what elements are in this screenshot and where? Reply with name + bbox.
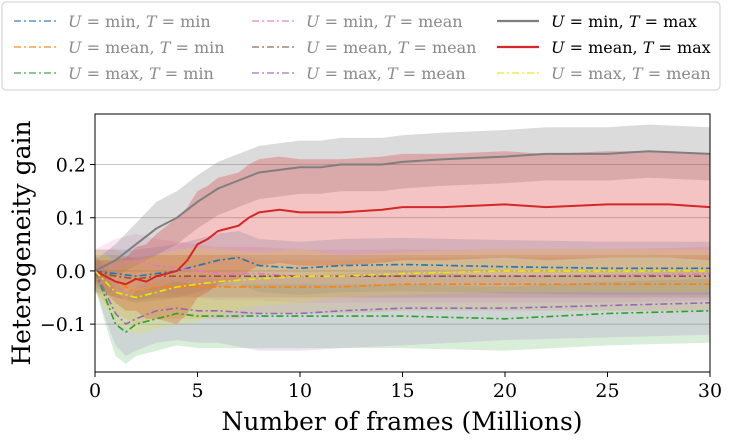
x-tick-label-5: 25 [595, 380, 619, 402]
x-tick-label-1: 5 [191, 380, 203, 402]
x-tick-label-4: 20 [493, 380, 517, 402]
band-6-u-min-t-max [95, 124, 710, 282]
legend-label-4: U = mean, T = mean [306, 38, 476, 57]
series-line-1-u-mean-t-min [95, 270, 710, 294]
legend-frame [1, 1, 721, 91]
band-4-u-mean-t-mean [95, 255, 710, 301]
x-axis: 0 5 10 15 20 25 30 [89, 372, 722, 402]
legend: U = min, T = min U = mean, T = min U = max… [1, 1, 721, 91]
legend-entry-7: U = mean, T = max [497, 38, 711, 57]
series-line-6-u-min-t-max [95, 150, 710, 272]
band-7-u-mean-t-max [95, 151, 710, 325]
legend-label-7: U = mean, T = max [551, 38, 711, 57]
legend-entry-5: U = max, T = mean [252, 64, 466, 83]
legend-entry-6: U = min, T = max [497, 12, 697, 31]
x-tick-label-3: 15 [390, 380, 414, 402]
y-axis: −0.1 0.0 0.1 0.2 [40, 155, 95, 336]
y-tick-label-2: 0.1 [56, 208, 86, 230]
series-line-7-u-mean-t-max [95, 203, 710, 286]
legend-label-2: U = max, T = min [68, 64, 214, 83]
confidence-bands [95, 124, 710, 364]
series-line-0-u-min-t-min [95, 256, 710, 278]
y-tick-label-0: −0.1 [40, 314, 86, 336]
legend-label-1: U = mean, T = min [68, 38, 225, 57]
legend-label-3: U = min, T = mean [306, 12, 463, 31]
y-tick-label-3: 0.2 [56, 155, 86, 177]
legend-label-6: U = min, T = max [551, 12, 697, 31]
x-tick-label-0: 0 [89, 380, 101, 402]
legend-entry-8: U = max, T = mean [497, 64, 711, 83]
band-3-u-min-t-mean [95, 233, 710, 303]
y-tick-label-1: 0.0 [56, 261, 86, 283]
series-lines [95, 150, 710, 334]
x-tick-label-6: 30 [698, 380, 722, 402]
legend-entry-2: U = max, T = min [14, 64, 214, 83]
legend-entry-3: U = min, T = mean [252, 12, 463, 31]
legend-label-8: U = max, T = mean [551, 64, 711, 83]
x-axis-label: Number of frames (Millions) [221, 407, 582, 436]
y-axis-label: Heterogeneity gain [7, 120, 36, 365]
series-line-2-u-max-t-min [95, 270, 710, 334]
legend-entry-4: U = mean, T = mean [252, 38, 476, 57]
x-tick-label-2: 10 [288, 380, 312, 402]
band-2-u-max-t-min [95, 255, 710, 364]
series-line-3-u-min-t-mean [95, 259, 710, 278]
legend-entry-0: U = min, T = min [14, 12, 211, 31]
legend-entry-1: U = mean, T = min [14, 38, 225, 57]
band-8-u-max-t-mean [95, 247, 710, 335]
plot-area: 0 5 10 15 20 25 30 −0.1 0.0 0.1 0.2 [40, 113, 722, 402]
grid [95, 164, 710, 325]
series-line-5-u-max-t-mean [95, 270, 710, 326]
legend-label-0: U = min, T = min [68, 12, 211, 31]
series-line-8-u-max-t-mean [95, 270, 710, 299]
legend-label-5: U = max, T = mean [306, 64, 466, 83]
